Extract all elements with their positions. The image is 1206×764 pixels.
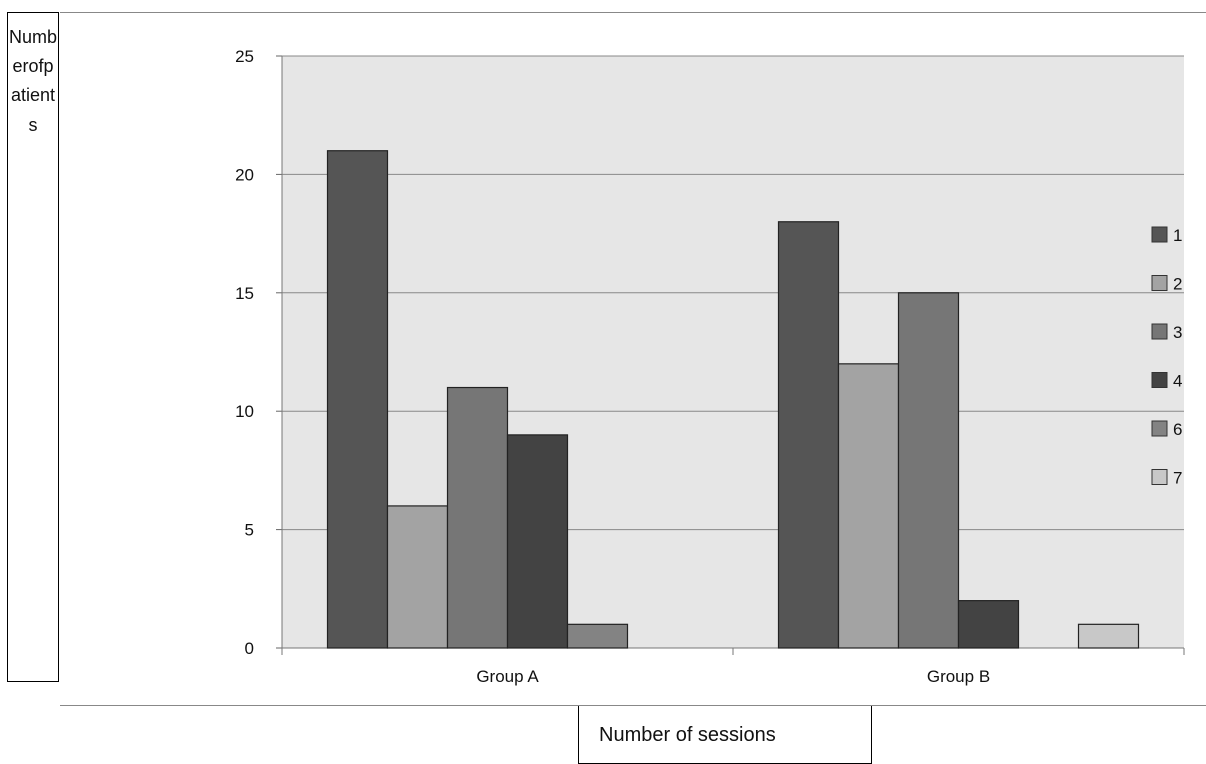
legend-label-7: 7 [1173,469,1182,488]
legend-label-3: 3 [1173,323,1182,342]
y-tick-label: 5 [245,521,254,540]
bar-series-1-group-a [326,150,389,649]
x-category-label: Group A [476,667,539,686]
y-tick-label: 25 [235,47,254,66]
bar-series-7-group-b [1077,623,1140,649]
chart-frame-bottom-line [60,705,1206,706]
legend: 1 2 3 4 6 7 [1151,226,1182,488]
x-category-label: Group B [927,667,990,686]
bar-series-4-group-b [957,600,1020,649]
bar-series-3-group-b [897,292,960,649]
legend-swatch-6 [1151,420,1168,437]
y-axis-title-box: Numberofpatients [7,12,59,682]
y-tick-label: 10 [235,402,254,421]
legend-label-2: 2 [1173,275,1182,294]
y-axis-title: Numberofpatients [8,27,57,135]
bar-series-2-group-a [386,505,449,649]
x-axis-title-box: Number of sessions [578,706,872,764]
y-tick-label: 20 [235,165,254,184]
legend-label-1: 1 [1173,226,1182,245]
legend-swatch-3 [1151,323,1168,340]
legend-swatch-4 [1151,372,1168,388]
y-tick-label: 0 [245,639,254,658]
legend-label-4: 4 [1173,372,1182,391]
chart-frame-top-line [60,12,1206,13]
y-tick-label: 15 [235,284,254,303]
bar-series-1-group-b [777,221,840,649]
legend-swatch-2 [1151,275,1168,291]
bar-series-6-group-a [566,623,629,649]
bar-series-2-group-b [837,363,900,649]
legend-swatch-1 [1151,226,1168,243]
bar-series-4-group-a [506,434,569,649]
legend-swatch-7 [1151,469,1168,485]
x-axis-title: Number of sessions [599,724,776,746]
legend-label-6: 6 [1173,420,1182,439]
bar-series-3-group-a [446,386,509,649]
